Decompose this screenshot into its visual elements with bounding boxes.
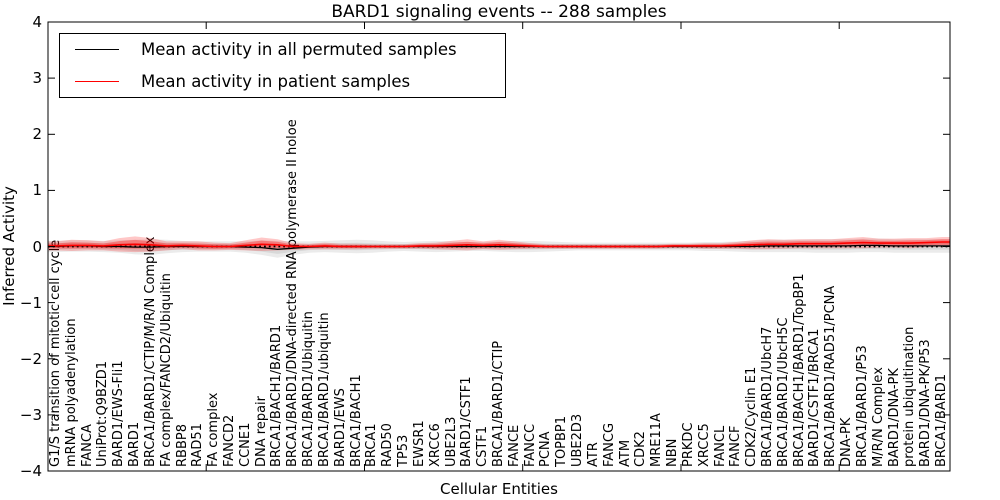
- legend-label-patient: Mean activity in patient samples: [141, 71, 411, 91]
- y-tick-label: −4: [19, 462, 42, 480]
- y-tick-label: 4: [32, 13, 42, 31]
- legend: Mean activity in all permuted samples Me…: [59, 33, 506, 98]
- patient-line-swatch-icon: [75, 80, 119, 82]
- y-tick-label: 2: [32, 125, 42, 144]
- legend-item-permuted: Mean activity in all permuted samples: [60, 35, 505, 65]
- legend-label-permuted: Mean activity in all permuted samples: [141, 40, 457, 60]
- y-tick-label: 0: [32, 237, 42, 256]
- permuted-band-area: [48, 238, 950, 258]
- permuted-line-swatch-icon: [75, 49, 119, 51]
- y-tick-label: −3: [19, 405, 42, 424]
- y-tick-label: −2: [19, 349, 42, 368]
- x-axis-label: Cellular Entities: [440, 480, 558, 498]
- patient-mean-line: [48, 241, 950, 248]
- y-tick-label: 1: [32, 181, 42, 200]
- y-tick-label: 3: [32, 69, 42, 88]
- legend-item-patient: Mean activity in patient samples: [60, 66, 505, 96]
- y-tick-label: −1: [19, 293, 42, 312]
- chart-title: BARD1 signaling events -- 288 samples: [331, 2, 667, 22]
